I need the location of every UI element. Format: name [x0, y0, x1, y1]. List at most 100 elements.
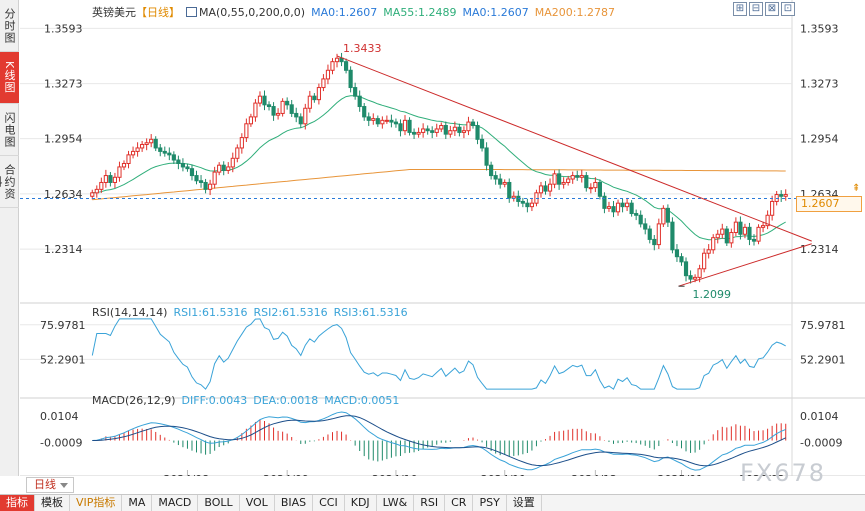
candle-body	[180, 162, 186, 168]
candle-body	[579, 175, 584, 178]
shrink-icon[interactable]: ⊟	[749, 2, 763, 16]
candle-body	[507, 181, 512, 199]
candle-body	[634, 213, 639, 216]
candle-body	[688, 275, 693, 280]
candle-body	[407, 119, 412, 133]
candle-body	[257, 95, 263, 104]
candle-body	[176, 159, 181, 164]
candle-body	[647, 228, 652, 240]
tab-timeshare[interactable]: 分时图	[0, 0, 19, 52]
candle-body	[366, 116, 371, 121]
candle-body	[520, 200, 525, 204]
candle-body	[130, 150, 136, 156]
candle-body	[489, 164, 494, 177]
candle-body	[126, 154, 131, 164]
tab-flash[interactable]: 闪电图	[0, 104, 19, 156]
toolbar-item-bias[interactable]: BIAS	[275, 495, 314, 511]
candle-body	[783, 194, 788, 197]
candle-body	[588, 187, 593, 190]
candle-body	[375, 118, 380, 125]
toolbar-item-cci[interactable]: CCI	[313, 495, 345, 511]
candle-body	[253, 102, 258, 118]
indicator-name[interactable]: MA(0,55,0,200,0,0)	[199, 6, 306, 19]
candle-body	[439, 125, 444, 130]
candle-body	[99, 181, 104, 190]
candle-body	[343, 61, 349, 71]
candle-body	[683, 261, 689, 277]
candle-body	[593, 181, 598, 189]
tab-kline[interactable]: K线图	[0, 52, 19, 104]
ma-legend-3: MA0:1.2607	[462, 6, 529, 19]
rsi-y-tick-right: 75.9781	[800, 319, 846, 332]
toolbar-item-lw[interactable]: LW&	[377, 495, 415, 511]
candle-body	[149, 138, 154, 144]
candle-body	[321, 78, 326, 89]
expand-icon[interactable]: ⊞	[733, 2, 747, 16]
trendline-upper	[336, 55, 812, 242]
candle-body	[280, 100, 285, 114]
candle-body	[221, 164, 226, 171]
toolbar-item-kdj[interactable]: KDJ	[345, 495, 377, 511]
main-legend: 英镑美元【日线】 MA(0,55,0,200,0,0) MA0:1.2607 MA55…	[92, 4, 621, 20]
y-tick-left: 1.3593	[44, 22, 83, 35]
candle-body	[198, 180, 204, 183]
candle-body	[452, 126, 457, 132]
macd-dea-line	[92, 415, 786, 467]
chart-canvas[interactable]: 1.3593 1.3593 1.3273 1.3273 1.2954 1.2954 1.26…	[20, 0, 865, 476]
period-select[interactable]: 日线	[26, 477, 74, 493]
candle-body	[108, 175, 113, 183]
layout-icon[interactable]: ⊠	[765, 2, 779, 16]
toolbar-item-rsi[interactable]: RSI	[414, 495, 446, 511]
macd-y-tick-right: 0.0104	[800, 410, 839, 423]
toolbar-item-psy[interactable]: PSY	[473, 495, 507, 511]
candle-body	[239, 137, 244, 149]
toolbar-item-macd[interactable]: MACD	[152, 495, 199, 511]
candle-body	[167, 152, 172, 156]
candle-body	[529, 202, 535, 208]
x-label: 2024/11	[481, 473, 527, 476]
candle-body	[538, 185, 544, 194]
candle-body	[751, 238, 757, 242]
candle-body	[185, 166, 190, 170]
candle-body	[298, 116, 303, 125]
toolbar-item-1[interactable]: 模板	[35, 495, 70, 511]
low-label: 1.2099	[693, 288, 732, 301]
view-tabs: 分时图K线图闪电图合约资料	[0, 0, 19, 476]
candle-body	[262, 95, 267, 106]
x-label: 2024/08	[163, 473, 209, 476]
candle-body	[103, 175, 108, 183]
candle-body	[479, 138, 485, 149]
toolbar-item-boll[interactable]: BOLL	[198, 495, 240, 511]
restore-icon[interactable]: ⊡	[781, 2, 795, 16]
candle-body	[779, 194, 784, 197]
indicator-icon[interactable]	[186, 7, 197, 17]
candle-body	[638, 214, 643, 225]
y-tick-left: 1.2314	[44, 243, 83, 256]
toolbar-item-0[interactable]: 指标	[0, 495, 35, 511]
candle-body	[434, 128, 439, 133]
candle-body	[140, 144, 145, 149]
tab-contract[interactable]: 合约资料	[0, 156, 19, 208]
candle-body	[697, 268, 702, 278]
y-tick-right: 1.2314	[800, 243, 839, 256]
high-label: 1.3433	[343, 42, 382, 55]
y-tick-right: 1.2954	[800, 133, 839, 146]
candle-body	[611, 206, 616, 213]
candle-body	[629, 202, 634, 215]
toolbar-item-14[interactable]: 设置	[507, 495, 542, 511]
candle-body	[665, 207, 670, 223]
rsi-y-tick-left: 52.2901	[40, 353, 86, 366]
candle-body	[774, 194, 779, 202]
candle-body	[552, 173, 557, 185]
ma-legend-1: MA0:1.2607	[311, 6, 378, 19]
toolbar-item-vol[interactable]: VOL	[240, 495, 275, 511]
candle-body	[470, 121, 476, 127]
toolbar-item-cr[interactable]: CR	[445, 495, 474, 511]
candle-body	[720, 228, 725, 235]
candle-body	[770, 200, 775, 216]
toolbar-item-ma[interactable]: MA	[122, 495, 153, 511]
candle-body	[276, 112, 281, 116]
macd-legend: MACD(26,12,9) DIFF:0.0043 DEA:0.0018 MACD:0…	[92, 394, 405, 407]
toolbar-item-vip[interactable]: VIP指标	[70, 495, 123, 511]
candle-body	[235, 147, 240, 159]
